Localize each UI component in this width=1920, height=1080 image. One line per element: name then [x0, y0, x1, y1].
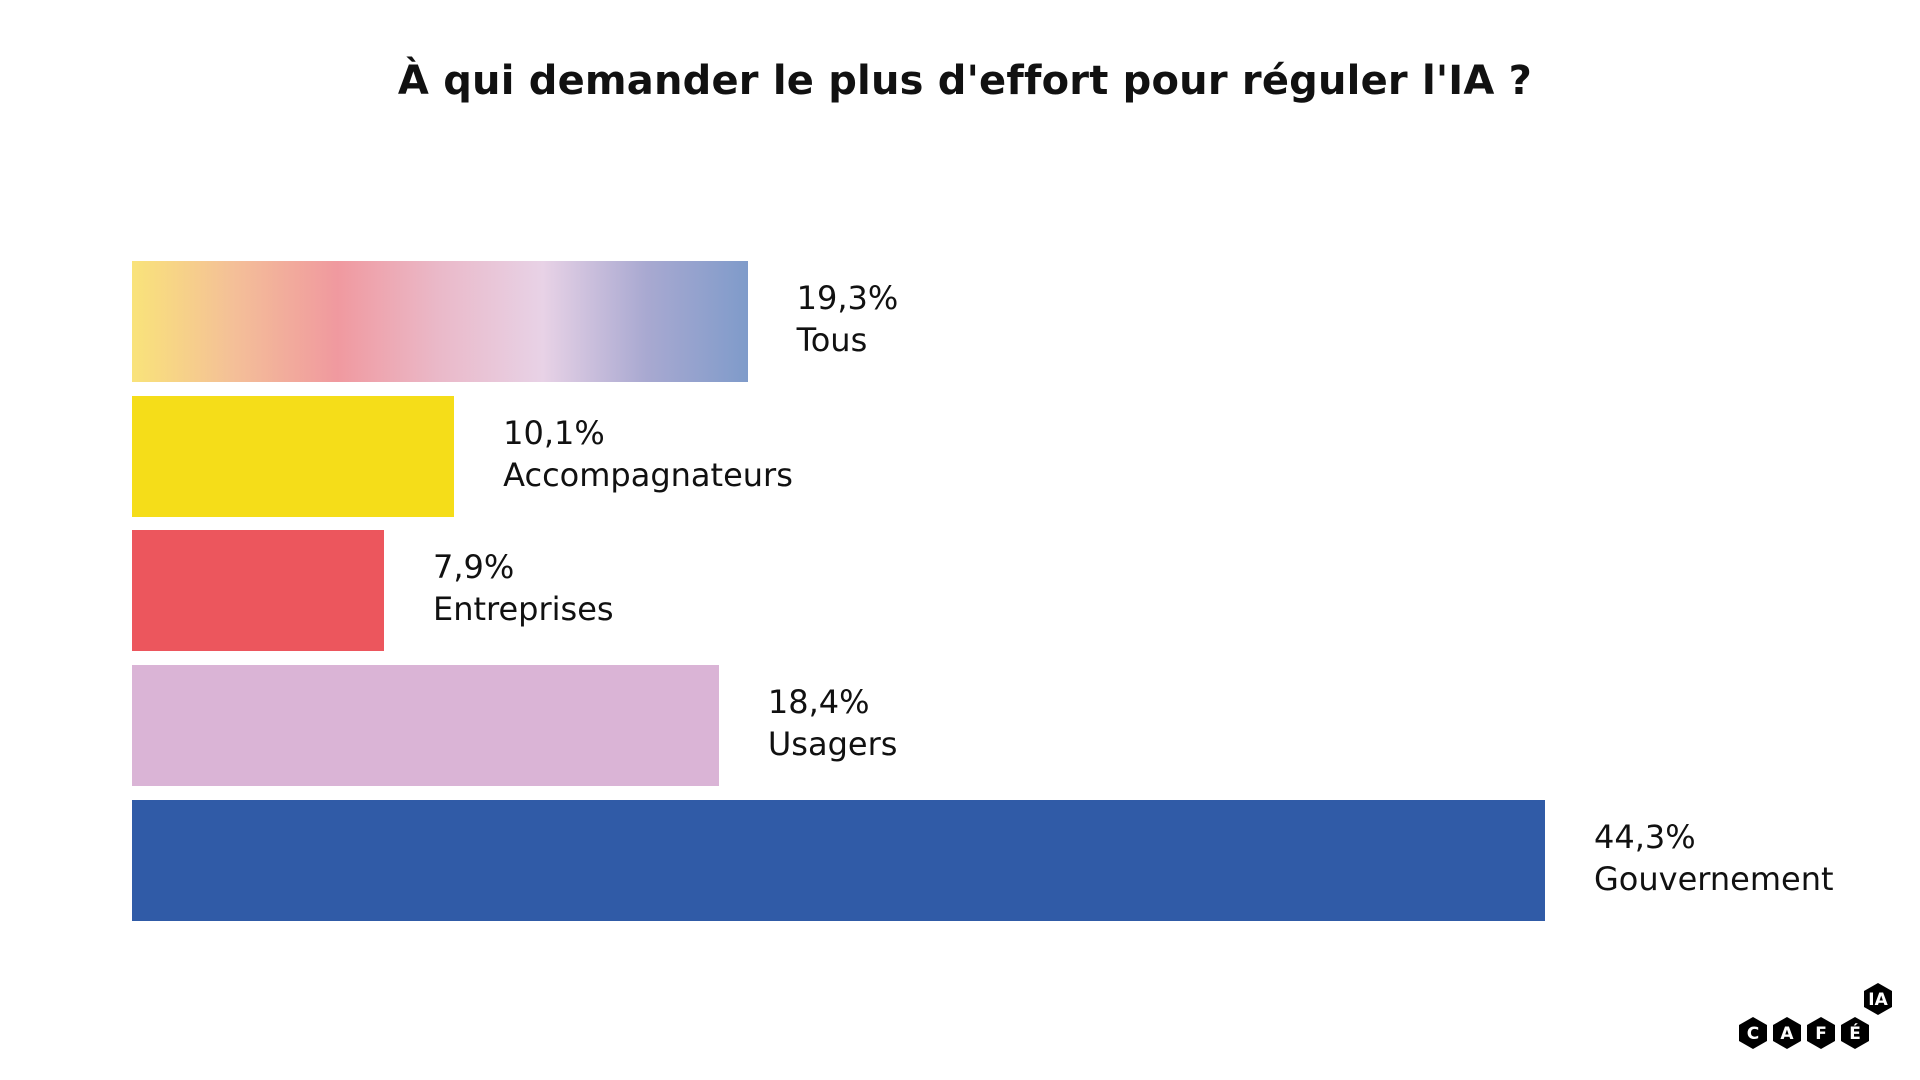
bar-label-group: 44,3% Gouvernement	[1594, 816, 1834, 900]
category-label: Usagers	[767, 725, 898, 764]
svg-text:A: A	[1780, 1024, 1794, 1044]
cafe-ia-logo: C A F É IA	[1739, 983, 1892, 1049]
value-label: 7,9%	[432, 548, 515, 587]
svg-text:IA: IA	[1868, 990, 1888, 1010]
category-label: Gouvernement	[1594, 859, 1834, 898]
bar-tous	[132, 261, 748, 382]
category-label: Accompagnateurs	[503, 455, 793, 494]
bar-accompagnateurs	[132, 395, 455, 517]
bar-label-group: 10,1% Accompagnateurs	[503, 412, 793, 496]
svg-text:F: F	[1815, 1024, 1827, 1044]
category-label: Entreprises	[432, 590, 614, 629]
svg-text:É: É	[1849, 1022, 1861, 1044]
category-label: Tous	[796, 321, 868, 359]
svg-text:C: C	[1747, 1024, 1759, 1044]
bar-label-group: 18,4% Usagers	[768, 681, 898, 765]
chart-title: À qui demander le plus d'effort pour rég…	[397, 58, 1533, 104]
value-label: 18,4%	[767, 683, 870, 722]
value-label: 10,1%	[503, 413, 605, 452]
bar-gouvernement	[132, 799, 1545, 921]
bar-entreprises	[132, 530, 384, 652]
bar-usagers	[132, 665, 719, 787]
value-label: 44,3%	[1594, 817, 1696, 856]
bar-label-group: 19,3% Tous	[797, 277, 899, 361]
bar-label-group: 7,9% Entreprises	[433, 546, 614, 630]
value-label: 19,3%	[796, 279, 899, 317]
